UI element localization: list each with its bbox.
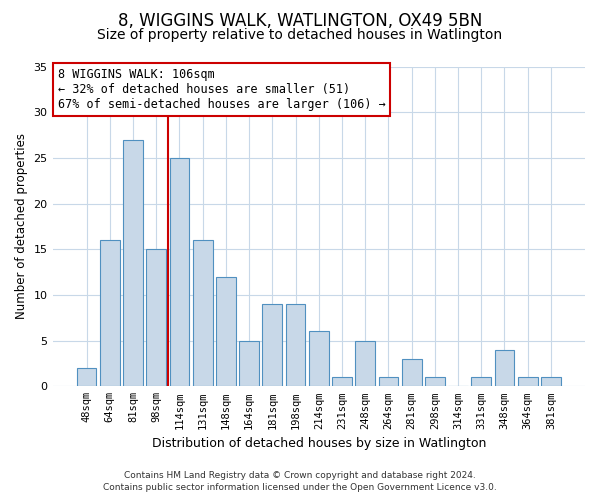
Text: 8, WIGGINS WALK, WATLINGTON, OX49 5BN: 8, WIGGINS WALK, WATLINGTON, OX49 5BN [118,12,482,30]
Bar [494,350,514,387]
Bar [355,340,375,386]
Y-axis label: Number of detached properties: Number of detached properties [15,134,28,320]
Bar [472,377,491,386]
Bar [123,140,143,386]
Bar [146,249,166,386]
Bar [425,377,445,386]
Text: Contains HM Land Registry data © Crown copyright and database right 2024.
Contai: Contains HM Land Registry data © Crown c… [103,471,497,492]
Bar [286,304,305,386]
Bar [216,276,236,386]
Text: Size of property relative to detached houses in Watlington: Size of property relative to detached ho… [97,28,503,42]
Bar [100,240,119,386]
Text: 8 WIGGINS WALK: 106sqm
← 32% of detached houses are smaller (51)
67% of semi-det: 8 WIGGINS WALK: 106sqm ← 32% of detached… [58,68,386,111]
Bar [239,340,259,386]
Bar [262,304,282,386]
X-axis label: Distribution of detached houses by size in Watlington: Distribution of detached houses by size … [152,437,486,450]
Bar [309,332,329,386]
Bar [77,368,97,386]
Bar [193,240,212,386]
Bar [379,377,398,386]
Bar [541,377,561,386]
Bar [402,359,422,386]
Bar [170,158,190,386]
Bar [332,377,352,386]
Bar [518,377,538,386]
